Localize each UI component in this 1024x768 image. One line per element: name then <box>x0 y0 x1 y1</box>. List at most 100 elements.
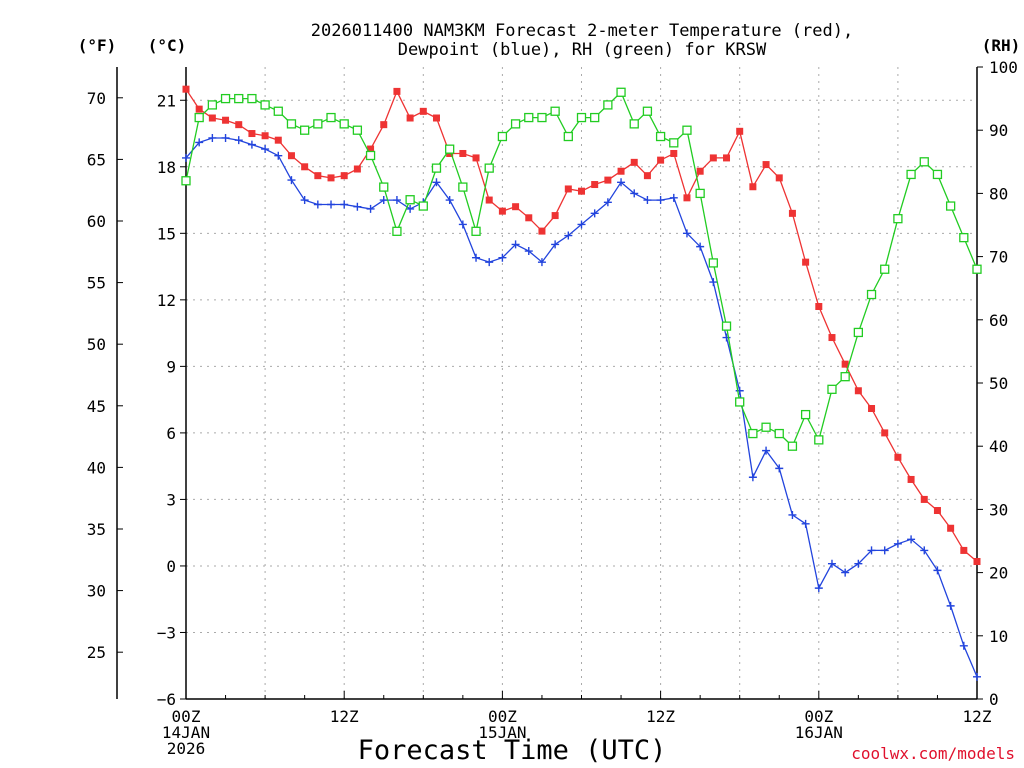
temperature-point <box>802 258 810 266</box>
rh-point <box>853 327 863 338</box>
time-tick-label: 14JAN <box>162 723 210 742</box>
dewpoint-point <box>432 178 441 187</box>
temperature-point <box>340 172 348 180</box>
celsius-tick-label: −3 <box>157 623 176 642</box>
dewpoint-point <box>893 539 902 548</box>
temperature-point <box>683 194 691 202</box>
temperature-point <box>287 152 295 160</box>
dewpoint-point <box>313 200 322 209</box>
time-tick-label: 00Z <box>172 707 201 726</box>
series-rh <box>181 87 982 451</box>
rh-point <box>576 112 587 123</box>
rh-point <box>234 93 244 104</box>
dewpoint-point <box>880 546 889 555</box>
rh-tick-label: 50 <box>989 374 1008 393</box>
celsius-tick-label: 21 <box>157 91 176 110</box>
temperature-point <box>432 114 440 122</box>
rh-tick-label: 40 <box>989 437 1008 456</box>
temperature-point <box>841 360 849 368</box>
dewpoint-point <box>788 510 797 519</box>
rh-point <box>392 226 402 236</box>
rh-point <box>484 163 494 173</box>
rh-point <box>497 131 508 142</box>
rh-point <box>299 125 310 135</box>
rh-point <box>655 131 666 142</box>
fahrenheit-tick-label: 70 <box>87 89 106 108</box>
temperature-point <box>459 149 467 157</box>
dewpoint-point <box>551 240 560 249</box>
rh-point <box>550 106 560 116</box>
dewpoint-point <box>247 140 256 149</box>
temperature-point <box>591 181 599 189</box>
rh-point <box>669 138 679 148</box>
rh-point <box>405 195 415 205</box>
rh-point <box>761 422 771 432</box>
rh-tick-label: 30 <box>989 500 1008 519</box>
rh-point <box>247 93 257 104</box>
dewpoint-point <box>537 258 546 267</box>
celsius-tick-label: 0 <box>166 557 176 576</box>
credit-text: coolwx.com/models <box>851 744 1015 763</box>
temperature-point <box>775 174 783 182</box>
dewpoint-point <box>445 196 454 205</box>
rh-point <box>866 289 877 300</box>
dewpoint-point <box>709 278 718 287</box>
temperature-point <box>881 429 889 437</box>
series-temperature <box>182 85 981 566</box>
temperature-point <box>314 172 322 180</box>
temperature-point <box>630 158 638 166</box>
rh-point <box>379 182 389 192</box>
temperature-point <box>261 132 269 140</box>
dewpoint-point <box>261 145 270 154</box>
dewpoint-point <box>854 559 863 568</box>
fahrenheit-tick-label: 25 <box>87 643 106 662</box>
rh-point <box>445 144 455 154</box>
temperature-point <box>749 183 757 191</box>
celsius-tick-label: 12 <box>157 291 176 310</box>
fahrenheit-tick-label: 40 <box>87 458 106 477</box>
dewpoint-point <box>274 151 283 160</box>
time-tick-label: 12Z <box>963 707 992 726</box>
dewpoint-point <box>841 568 850 577</box>
rh-point <box>721 321 732 331</box>
dewpoint-point <box>366 204 375 213</box>
dewpoint-point <box>353 202 362 211</box>
dewpoint-point <box>907 535 916 544</box>
temperature-point <box>248 130 256 138</box>
temperature-point <box>643 172 651 180</box>
dewpoint-point <box>775 464 784 473</box>
dewpoint-point <box>577 220 586 229</box>
rh-point <box>510 119 521 129</box>
temperature-point <box>736 127 744 135</box>
dewpoint-point <box>406 204 415 213</box>
rh-point <box>220 93 231 104</box>
dewpoint-point <box>287 176 296 185</box>
rh-point <box>972 264 982 274</box>
temperature-point <box>907 475 915 483</box>
dewpoint-point <box>511 240 520 249</box>
temperature-point <box>564 185 572 193</box>
rh-point <box>708 258 718 268</box>
rh-point <box>919 157 929 167</box>
rh-point <box>695 188 705 199</box>
chart-title-line-2: Dewpoint (blue), RH (green) for KRSW <box>398 40 767 60</box>
temperature-point <box>472 154 480 162</box>
temperature-point <box>868 405 876 413</box>
temperature-point <box>498 207 506 215</box>
dewpoint-point <box>827 559 836 568</box>
dewpoint-point <box>656 196 665 205</box>
temperature-point <box>301 163 309 171</box>
rh-point <box>537 112 547 123</box>
temperature-point <box>709 154 717 162</box>
fahrenheit-unit-label: (°F) <box>78 36 117 55</box>
series <box>181 85 982 681</box>
fahrenheit-tick-label: 65 <box>87 150 106 169</box>
rh-unit-label: (RH) <box>982 36 1021 55</box>
rh-tick-label: 100 <box>989 58 1018 77</box>
rh-point <box>194 112 204 123</box>
temperature-point <box>578 187 585 195</box>
rh-point <box>471 226 481 236</box>
temperature-point <box>222 116 230 124</box>
temperature-point <box>828 334 836 342</box>
